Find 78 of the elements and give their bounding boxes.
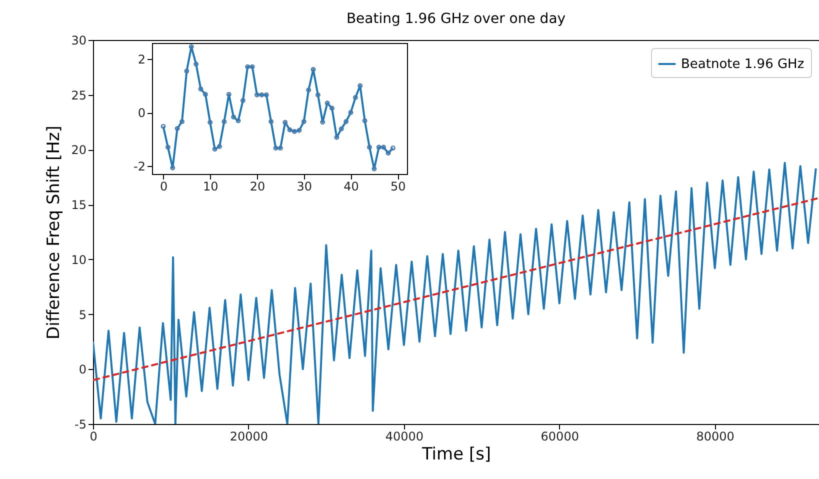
y-tick-label: -2 <box>134 159 146 174</box>
point <box>236 118 241 124</box>
point <box>194 62 199 67</box>
point <box>240 98 246 103</box>
point <box>344 119 349 124</box>
x-tick-label: 60000 <box>540 430 579 444</box>
point <box>381 144 386 150</box>
x-tick-label: 40 <box>344 180 359 194</box>
point <box>301 119 306 124</box>
point <box>330 106 334 111</box>
point <box>165 144 170 150</box>
x-tick-label: 50 <box>390 180 406 194</box>
point <box>268 119 274 124</box>
point <box>324 100 330 106</box>
point <box>386 150 391 156</box>
point <box>174 126 180 132</box>
point <box>362 118 368 124</box>
legend-label: Beatnote 1.96 GHz <box>681 57 804 72</box>
point <box>278 146 283 151</box>
y-tick-label: 0 <box>138 106 146 120</box>
x-tick-label: 40000 <box>385 430 424 444</box>
point <box>212 146 218 152</box>
y-tick-label: -5 <box>74 418 86 432</box>
point <box>320 120 326 125</box>
point <box>282 120 288 125</box>
point <box>222 119 227 124</box>
y-tick-label: 2 <box>138 52 146 67</box>
line-series <box>160 44 396 172</box>
line-series <box>93 162 817 424</box>
y-tick-label: 25 <box>71 88 86 102</box>
point <box>160 124 166 129</box>
point <box>358 83 363 88</box>
x-tick-label: 20 <box>250 180 266 194</box>
point <box>184 68 190 74</box>
point <box>348 110 354 115</box>
point <box>264 92 269 98</box>
point <box>296 128 302 133</box>
point <box>352 95 358 100</box>
point <box>310 67 316 72</box>
point <box>367 144 372 150</box>
y-axis-title: Difference Freq Shift [Hz] <box>44 126 64 340</box>
y-tick-label: 15 <box>71 198 86 212</box>
point <box>202 92 208 97</box>
point <box>231 114 236 120</box>
point <box>245 64 250 70</box>
x-axis-title: Time [s] <box>420 444 492 464</box>
x-tick-label: 10 <box>202 180 218 194</box>
point <box>170 165 176 170</box>
point <box>376 144 382 150</box>
y-tick-label: 30 <box>71 34 86 48</box>
y-tick-label: 5 <box>78 308 86 322</box>
x-tick-label: 0 <box>90 430 98 444</box>
x-tick-label: 30 <box>296 180 312 194</box>
point <box>217 144 222 149</box>
point <box>372 166 377 172</box>
x-tick-label: 0 <box>160 180 168 194</box>
y-tick-label: 10 <box>71 252 86 267</box>
point <box>315 92 320 98</box>
point <box>180 119 184 124</box>
point <box>250 64 255 70</box>
point <box>306 88 312 93</box>
point <box>188 44 194 50</box>
x-tick-label: 20000 <box>230 430 268 444</box>
y-tick-label: 20 <box>71 143 86 158</box>
point <box>198 86 204 92</box>
point <box>254 92 260 98</box>
point <box>287 127 292 132</box>
point <box>338 126 344 132</box>
point <box>334 134 340 140</box>
x-tick-label: 80000 <box>696 430 734 444</box>
point <box>208 120 213 125</box>
point <box>226 92 232 97</box>
point <box>273 146 278 151</box>
chart-title: Beating 1.96 GHz over one day <box>346 11 566 27</box>
point <box>390 146 396 151</box>
point <box>292 129 297 134</box>
y-tick-label: 0 <box>78 362 86 377</box>
point <box>259 92 264 98</box>
